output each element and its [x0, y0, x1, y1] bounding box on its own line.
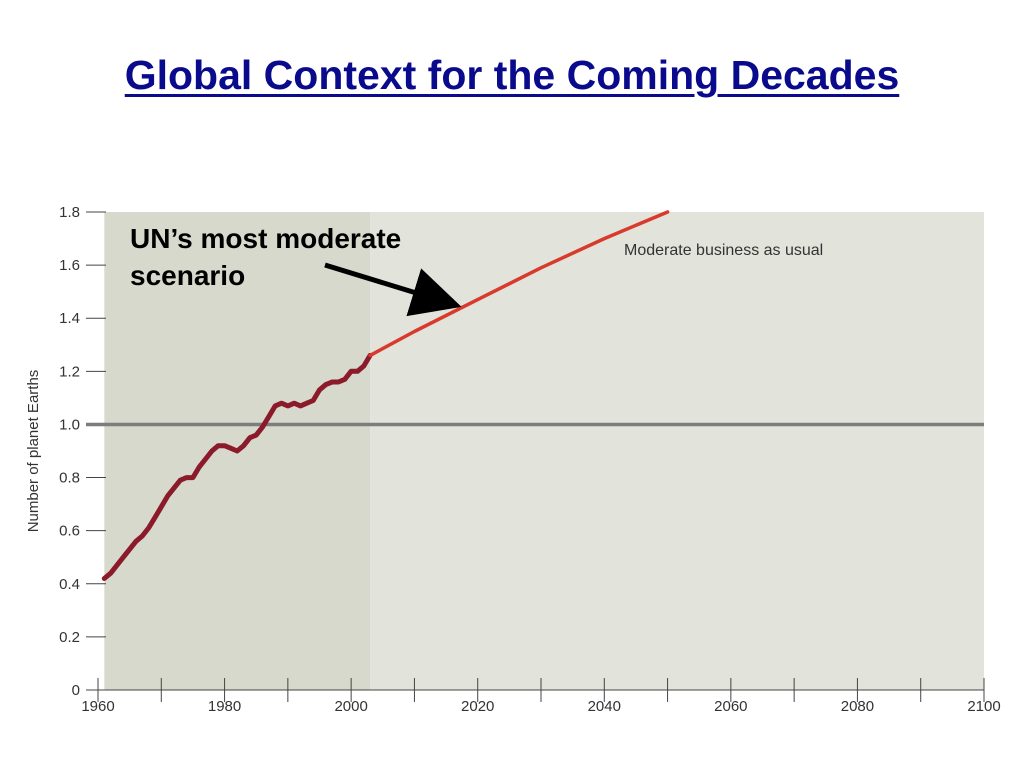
y-tick-label: 1.0 [59, 416, 80, 433]
x-tick-label: 2100 [967, 698, 1000, 715]
x-tick-label: 2080 [841, 698, 874, 715]
slide-title: Global Context for the Coming Decades [124, 52, 900, 98]
x-tick-label: 2060 [714, 698, 747, 715]
x-tick-label: 1980 [208, 698, 241, 715]
x-tick-label: 1960 [81, 698, 114, 715]
y-tick-label: 0.8 [59, 470, 80, 487]
y-tick-label: 1.4 [59, 310, 80, 327]
y-tick-label: 0 [72, 682, 80, 699]
callout-line-2: scenario [130, 260, 245, 291]
y-tick-label: 0.4 [59, 576, 80, 593]
x-tick-label: 2040 [588, 698, 621, 715]
projection-shade [370, 212, 985, 690]
y-axis-title: Number of planet Earths [25, 370, 42, 533]
label-layer: Number of planet Earths Moderate busines… [25, 223, 823, 532]
y-tick-label: 0.6 [59, 523, 80, 540]
x-tick-label: 2020 [461, 698, 494, 715]
y-tick-label: 1.6 [59, 257, 80, 274]
historical-footprint-line [101, 352, 373, 581]
series-layer [101, 210, 670, 581]
axes: 0 0.2 0.4 0.6 0.8 1.0 1.2 1.4 1.6 1.8 1960 1980 2000… [59, 204, 1001, 715]
callout-line-1: UN’s most moderate [130, 223, 401, 254]
y-tick-label: 1.2 [59, 363, 80, 380]
y-tick-label: 1.8 [59, 204, 80, 221]
scenario-label: Moderate business as usual [624, 242, 823, 259]
x-tick-label: 2000 [334, 698, 367, 715]
projection-line [368, 210, 670, 358]
callout-arrow [324, 262, 462, 317]
y-tick-label: 0.2 [59, 629, 80, 646]
